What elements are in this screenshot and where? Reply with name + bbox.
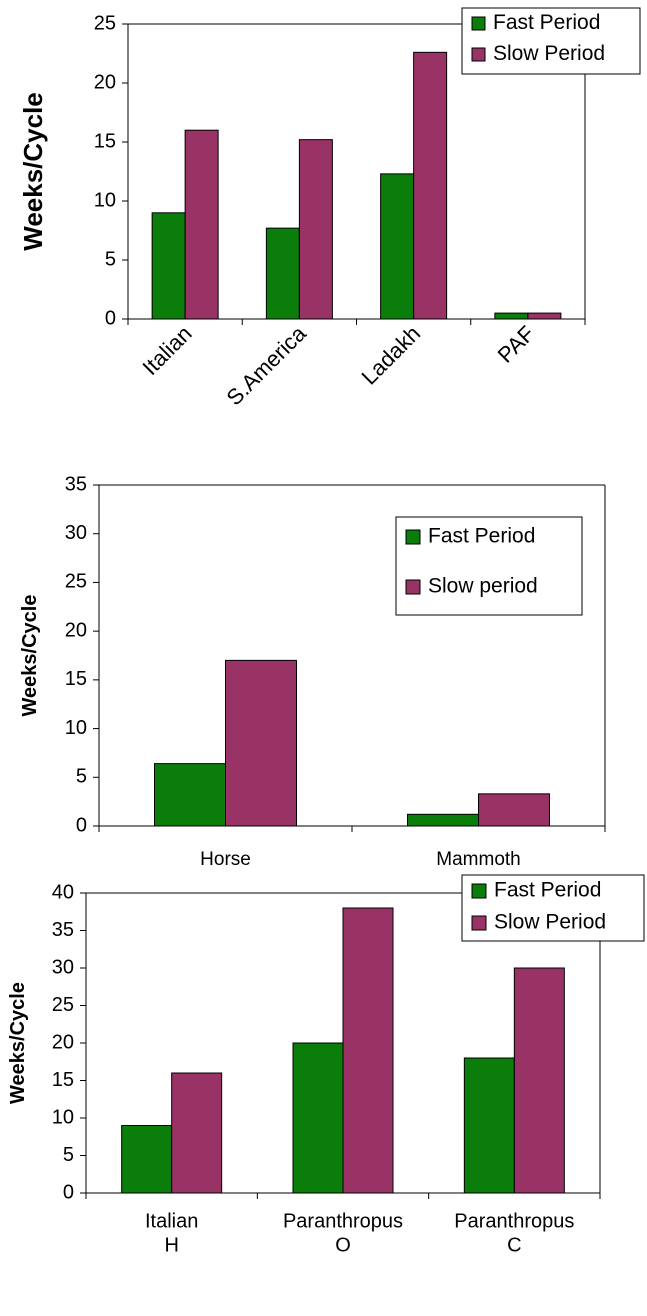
legend-swatch: [471, 47, 486, 62]
bar: [494, 312, 529, 320]
y-tick-label: 10: [65, 717, 87, 739]
legend-label: Slow period: [428, 575, 538, 598]
bar: [527, 312, 562, 320]
y-tick-label: 0: [63, 1181, 74, 1203]
y-tick-label: 5: [63, 1144, 74, 1166]
x-category-label: C: [507, 1234, 521, 1256]
legend-label: Slow Period: [493, 42, 605, 65]
y-tick-label: 5: [105, 248, 116, 270]
y-tick-label: 30: [65, 522, 87, 544]
chart-ladakh-comparison: 0 5 10 15 20 25 Weeks/Cycle Italian S.America Lad…: [18, 7, 641, 410]
y-tick-label: 10: [94, 189, 116, 211]
x-category-label: Mammoth: [436, 849, 520, 870]
y-tick-label: 5: [76, 766, 87, 788]
legend-label: Fast Period: [493, 11, 600, 34]
legend-swatch: [471, 16, 486, 31]
x-category-label: Ladakh: [356, 321, 425, 390]
y-tick-label: 25: [94, 12, 116, 34]
y-tick-label: 15: [52, 1069, 74, 1091]
legend-label: Slow Period: [494, 911, 606, 934]
legend-swatch: [405, 579, 421, 595]
legend-label: Fast Period: [494, 879, 601, 902]
y-tick-label: 10: [52, 1106, 74, 1128]
bar: [463, 1057, 515, 1194]
legend-swatch: [471, 915, 487, 931]
x-category-label: PAF: [493, 321, 540, 368]
y-tick-label: 25: [52, 994, 74, 1016]
bar: [513, 967, 565, 1194]
bar: [225, 659, 297, 827]
y-tick-label: 15: [94, 130, 116, 152]
bar: [171, 1072, 223, 1194]
x-category-label: Paranthropus: [454, 1210, 574, 1232]
y-tick-label: 0: [105, 307, 116, 329]
y-tick-label: 20: [52, 1031, 74, 1053]
bar: [184, 129, 219, 320]
y-tick-label: 20: [94, 71, 116, 93]
legend-box: [461, 7, 641, 75]
legend-swatch: [405, 529, 421, 545]
y-axis-label: Weeks/Cycle: [18, 92, 48, 251]
x-category-label: Horse: [200, 849, 251, 870]
bar: [380, 173, 415, 320]
y-axis-label: Weeks/Cycle: [7, 982, 29, 1104]
x-category-label: Italian: [145, 1210, 198, 1232]
legend-box: [461, 874, 645, 942]
bar: [292, 1042, 344, 1194]
x-category-label: Italian: [137, 321, 196, 380]
bar: [342, 907, 394, 1194]
bar: [478, 793, 550, 827]
legend-label: Fast Period: [428, 525, 535, 548]
bar: [407, 813, 479, 827]
x-category-label: S.America: [221, 320, 311, 410]
y-tick-label: 25: [65, 571, 87, 593]
x-category-label: H: [164, 1234, 178, 1256]
y-tick-label: 40: [52, 881, 74, 903]
bar: [413, 51, 448, 320]
y-tick-label: 30: [52, 956, 74, 978]
bar: [151, 212, 186, 320]
bar: [154, 763, 226, 827]
x-category-label: Paranthropus: [283, 1210, 403, 1232]
y-tick-label: 35: [52, 919, 74, 941]
bar: [298, 139, 333, 320]
y-axis-label: Weeks/Cycle: [19, 595, 41, 717]
y-tick-label: 0: [76, 814, 87, 836]
legend-swatch: [471, 883, 487, 899]
legend-box: [395, 516, 583, 616]
y-tick-label: 35: [65, 473, 87, 495]
chart-horse-mammoth: 0 5 10 15 20 25 30 35 Weeks/Cycle Horse Mammoth Fas…: [19, 473, 606, 870]
x-category-label: O: [335, 1234, 351, 1256]
bar: [265, 227, 300, 320]
y-tick-label: 20: [65, 619, 87, 641]
bar: [121, 1125, 173, 1194]
y-tick-label: 15: [65, 668, 87, 690]
